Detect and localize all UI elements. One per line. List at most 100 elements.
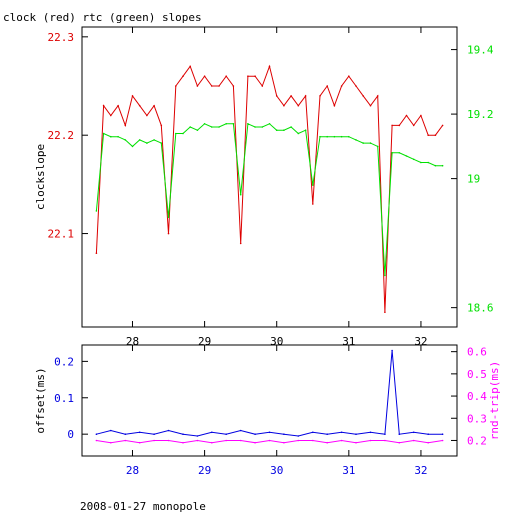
data-point-red xyxy=(131,95,134,97)
data-point-red xyxy=(348,75,350,77)
data-point-blue xyxy=(283,433,285,436)
data-point-green xyxy=(304,129,307,131)
data-point-green xyxy=(95,210,98,212)
data-point-magenta xyxy=(153,439,155,442)
data-point-blue xyxy=(196,435,199,437)
data-point-green xyxy=(355,139,357,141)
x-tick-label: 30 xyxy=(270,464,283,477)
y-tick-label-right: 19 xyxy=(467,173,480,186)
data-point-magenta xyxy=(239,439,242,442)
data-point-green xyxy=(211,126,213,128)
data-point-blue xyxy=(95,433,98,436)
data-point-red xyxy=(340,85,343,87)
data-point-red xyxy=(369,104,372,107)
data-point-red xyxy=(391,124,393,127)
data-point-blue xyxy=(254,433,256,436)
data-point-green xyxy=(167,216,170,219)
y-tick-label-right: 0.4 xyxy=(467,390,487,403)
data-point-blue xyxy=(124,433,127,436)
data-point-blue xyxy=(110,429,112,432)
data-point-green xyxy=(275,129,278,131)
x-tick-label: 31 xyxy=(342,464,355,477)
data-point-red xyxy=(160,124,163,127)
data-point-blue xyxy=(340,431,343,434)
data-point-blue xyxy=(427,433,430,436)
data-point-green xyxy=(160,142,163,144)
data-point-blue xyxy=(384,433,386,436)
data-point-red xyxy=(211,85,213,87)
data-point-red xyxy=(146,114,148,117)
data-point-magenta xyxy=(182,441,184,444)
data-point-magenta xyxy=(225,439,227,442)
data-point-green xyxy=(376,145,379,148)
data-point-green xyxy=(232,123,235,125)
y-tick-label-left: 22.2 xyxy=(48,129,75,142)
data-point-green xyxy=(182,132,184,135)
data-point-red xyxy=(95,252,98,254)
y-axis-label-right: rnd-trip(ms) xyxy=(488,361,501,440)
data-point-magenta xyxy=(355,441,357,444)
data-point-magenta xyxy=(369,439,372,442)
data-point-magenta xyxy=(398,441,401,444)
chart-title: clock (red) rtc (green) slopes xyxy=(3,11,202,24)
data-point-magenta xyxy=(124,439,127,442)
data-point-magenta xyxy=(196,439,199,442)
data-point-green xyxy=(175,132,177,135)
y-tick-label-right: 19.4 xyxy=(467,44,494,57)
data-point-blue xyxy=(441,433,444,436)
data-point-magenta xyxy=(110,441,112,444)
data-point-red xyxy=(297,104,300,107)
data-point-red xyxy=(312,203,314,205)
data-point-green xyxy=(290,126,292,128)
data-point-red xyxy=(189,65,191,68)
data-point-red xyxy=(268,65,271,68)
data-point-green xyxy=(268,123,271,125)
data-point-red xyxy=(254,75,256,77)
data-point-magenta xyxy=(283,441,285,444)
y-tick-label-right: 0.5 xyxy=(467,368,487,381)
data-point-blue xyxy=(391,349,393,352)
y-tick-label-left: 0.2 xyxy=(54,355,74,368)
data-point-red xyxy=(412,124,415,127)
data-point-red xyxy=(398,124,401,127)
data-point-green xyxy=(297,132,300,135)
data-point-red xyxy=(384,311,386,314)
data-point-red xyxy=(138,104,141,107)
data-point-green xyxy=(261,126,264,128)
data-point-green xyxy=(124,139,127,141)
data-point-green xyxy=(312,184,314,186)
data-point-green xyxy=(441,164,444,167)
y-tick-label-right: 0.6 xyxy=(467,346,487,359)
data-point-green xyxy=(153,139,155,141)
data-point-blue xyxy=(312,431,314,434)
data-point-magenta xyxy=(340,439,343,442)
data-point-green xyxy=(412,158,415,161)
data-point-red xyxy=(326,85,329,87)
data-point-green xyxy=(218,126,220,128)
data-point-blue xyxy=(326,433,329,436)
data-point-red xyxy=(275,95,278,97)
data-point-red xyxy=(247,75,249,77)
data-point-red xyxy=(203,75,206,77)
data-point-magenta xyxy=(412,439,415,442)
data-point-blue xyxy=(182,433,184,436)
data-point-red xyxy=(232,85,235,87)
data-point-magenta xyxy=(95,439,98,442)
y-tick-label-right: 19.2 xyxy=(467,108,494,121)
data-point-green xyxy=(131,145,134,148)
data-point-green xyxy=(348,135,350,138)
data-point-green xyxy=(326,135,329,138)
data-point-red xyxy=(124,124,127,127)
data-point-green xyxy=(117,135,119,138)
data-point-green xyxy=(420,161,422,164)
y-tick-label-right: 18.6 xyxy=(467,302,494,315)
data-point-red xyxy=(117,104,119,107)
data-point-green xyxy=(247,123,249,125)
data-point-green xyxy=(102,132,105,135)
data-point-green xyxy=(391,152,393,154)
data-point-red xyxy=(175,85,177,87)
data-point-blue xyxy=(268,431,271,434)
data-point-blue xyxy=(355,433,357,436)
data-point-red xyxy=(441,124,444,127)
data-point-magenta xyxy=(312,439,314,442)
